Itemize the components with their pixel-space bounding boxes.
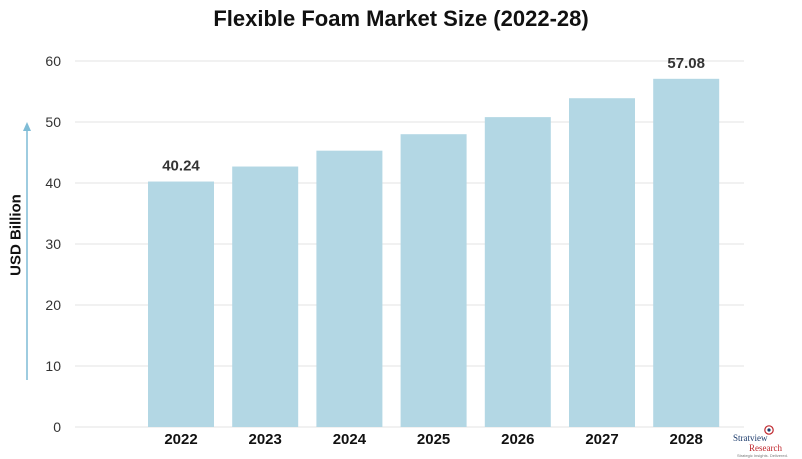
logo-text-stratview: Stratview <box>733 433 768 443</box>
y-tick-label: 60 <box>45 53 61 69</box>
bar-2025 <box>400 134 467 427</box>
bar-2027 <box>569 98 635 428</box>
logo-text-research: Research <box>749 443 782 453</box>
bar-2026 <box>484 117 551 428</box>
y-tick-label: 20 <box>45 297 61 313</box>
bar-2022 <box>148 181 214 427</box>
data-labels: 40.24 57.08 <box>162 55 705 175</box>
x-tick-label: 2022 <box>164 431 197 448</box>
y-tick-label: 30 <box>45 236 61 252</box>
data-label: 40.24 <box>162 158 200 175</box>
y-tick-label: 10 <box>45 358 61 374</box>
y-axis-arrow <box>23 122 31 380</box>
bars <box>148 78 720 428</box>
x-tick-label: 2028 <box>670 431 703 448</box>
y-tick-label: 0 <box>53 419 61 435</box>
chart-title: Flexible Foam Market Size (2022-28) <box>213 6 589 31</box>
target-icon <box>764 425 774 435</box>
x-tick-label: 2025 <box>417 431 450 448</box>
x-tick-label: 2023 <box>249 431 282 448</box>
bar-2024 <box>316 150 383 428</box>
logo-tagline: Strategic Insights. Delivered. <box>737 453 788 458</box>
x-tick-label: 2026 <box>501 431 534 448</box>
data-label: 57.08 <box>667 55 705 72</box>
y-tick-labels: 0 10 20 30 40 50 60 <box>45 53 61 435</box>
bar-2028 <box>653 78 720 427</box>
bar-2023 <box>232 166 299 427</box>
stratview-logo: Stratview Research Strategic Insights. D… <box>733 425 793 459</box>
x-tick-label: 2027 <box>585 431 618 448</box>
y-tick-label: 40 <box>45 175 61 191</box>
x-tick-labels: 2022 2023 2024 2025 2026 2027 2028 <box>164 431 703 448</box>
x-tick-label: 2024 <box>333 431 367 448</box>
y-tick-label: 50 <box>45 114 61 130</box>
